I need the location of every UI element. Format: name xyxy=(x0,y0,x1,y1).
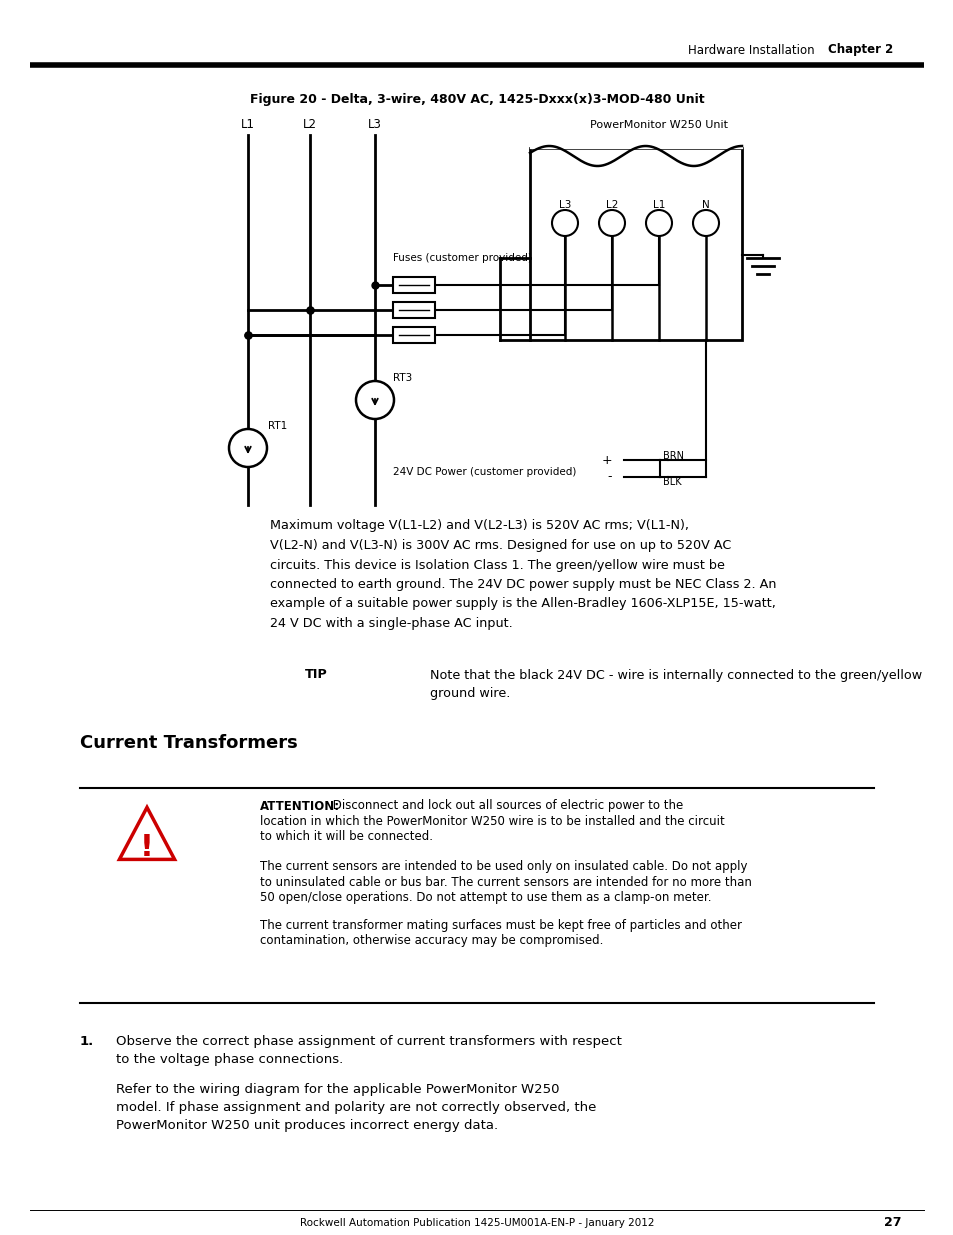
Bar xyxy=(393,327,435,343)
Circle shape xyxy=(355,382,394,419)
Text: L3: L3 xyxy=(558,200,571,210)
Text: to the voltage phase connections.: to the voltage phase connections. xyxy=(116,1053,343,1066)
Text: BLK: BLK xyxy=(662,477,680,487)
Text: 27: 27 xyxy=(883,1216,901,1230)
Text: Disconnect and lock out all sources of electric power to the: Disconnect and lock out all sources of e… xyxy=(329,799,682,813)
Circle shape xyxy=(229,429,267,467)
Text: Figure 20 - Delta, 3-wire, 480V AC, 1425-Dxxx(x)3-MOD-480 Unit: Figure 20 - Delta, 3-wire, 480V AC, 1425… xyxy=(250,94,703,106)
Bar xyxy=(393,277,435,293)
Text: example of a suitable power supply is the Allen-Bradley 1606-XLP15E, 15-watt,: example of a suitable power supply is th… xyxy=(270,598,775,610)
Text: N: N xyxy=(701,200,709,210)
Text: L2: L2 xyxy=(303,119,316,131)
Text: ground wire.: ground wire. xyxy=(430,687,510,699)
Text: The current transformer mating surfaces must be kept free of particles and other: The current transformer mating surfaces … xyxy=(260,919,741,931)
Text: to uninsulated cable or bus bar. The current sensors are intended for no more th: to uninsulated cable or bus bar. The cur… xyxy=(260,876,751,888)
Text: Fuses (customer provided): Fuses (customer provided) xyxy=(393,253,532,263)
Text: 1.: 1. xyxy=(80,1035,94,1049)
Text: circuits. This device is Isolation Class 1. The green/yellow wire must be: circuits. This device is Isolation Class… xyxy=(270,558,724,572)
Text: TIP: TIP xyxy=(305,668,328,682)
Text: RT1: RT1 xyxy=(268,421,287,431)
Text: L1: L1 xyxy=(652,200,664,210)
Text: location in which the PowerMonitor W250 wire is to be installed and the circuit: location in which the PowerMonitor W250 … xyxy=(260,815,724,827)
Text: PowerMonitor W250 unit produces incorrect energy data.: PowerMonitor W250 unit produces incorrec… xyxy=(116,1119,497,1132)
Text: model. If phase assignment and polarity are not correctly observed, the: model. If phase assignment and polarity … xyxy=(116,1100,596,1114)
Text: 50 open/close operations. Do not attempt to use them as a clamp-on meter.: 50 open/close operations. Do not attempt… xyxy=(260,890,711,904)
Text: Maximum voltage V(L1-L2) and V(L2-L3) is 520V AC rms; V(L1-N),: Maximum voltage V(L1-L2) and V(L2-L3) is… xyxy=(270,520,688,532)
Text: PowerMonitor W250 Unit: PowerMonitor W250 Unit xyxy=(589,120,727,130)
Bar xyxy=(530,148,741,340)
Text: ATTENTION:: ATTENTION: xyxy=(260,799,340,813)
Text: Current Transformers: Current Transformers xyxy=(80,734,297,752)
Text: Rockwell Automation Publication 1425-UM001A-EN-P - January 2012: Rockwell Automation Publication 1425-UM0… xyxy=(299,1218,654,1228)
Text: +: + xyxy=(600,453,612,467)
Text: V(L2-N) and V(L3-N) is 300V AC rms. Designed for use on up to 520V AC: V(L2-N) and V(L3-N) is 300V AC rms. Desi… xyxy=(270,538,731,552)
Text: Note that the black 24V DC - wire is internally connected to the green/yellow: Note that the black 24V DC - wire is int… xyxy=(430,668,922,682)
Text: RT3: RT3 xyxy=(393,373,412,383)
Text: to which it will be connected.: to which it will be connected. xyxy=(260,830,433,844)
Text: contamination, otherwise accuracy may be compromised.: contamination, otherwise accuracy may be… xyxy=(260,934,602,947)
Bar xyxy=(393,303,435,317)
Text: Chapter 2: Chapter 2 xyxy=(827,43,892,57)
Text: Refer to the wiring diagram for the applicable PowerMonitor W250: Refer to the wiring diagram for the appl… xyxy=(116,1083,558,1095)
Circle shape xyxy=(645,210,671,236)
Text: L2: L2 xyxy=(605,200,618,210)
Text: L1: L1 xyxy=(241,119,254,131)
Text: -: - xyxy=(607,471,612,483)
Circle shape xyxy=(598,210,624,236)
Text: !: ! xyxy=(140,834,153,862)
Circle shape xyxy=(692,210,719,236)
Polygon shape xyxy=(119,808,174,860)
Text: connected to earth ground. The 24V DC power supply must be NEC Class 2. An: connected to earth ground. The 24V DC po… xyxy=(270,578,776,592)
Circle shape xyxy=(552,210,578,236)
Text: Hardware Installation: Hardware Installation xyxy=(687,43,814,57)
Text: BRN: BRN xyxy=(662,451,683,461)
Text: 24V DC Power (customer provided): 24V DC Power (customer provided) xyxy=(393,467,576,477)
Text: L3: L3 xyxy=(368,119,381,131)
Text: 24 V DC with a single-phase AC input.: 24 V DC with a single-phase AC input. xyxy=(270,618,512,630)
Text: Observe the correct phase assignment of current transformers with respect: Observe the correct phase assignment of … xyxy=(116,1035,621,1049)
Text: The current sensors are intended to be used only on insulated cable. Do not appl: The current sensors are intended to be u… xyxy=(260,860,747,873)
